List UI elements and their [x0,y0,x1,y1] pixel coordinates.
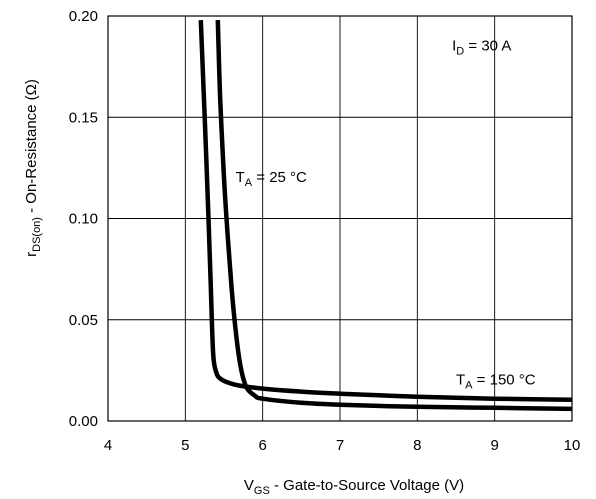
series-line-2 [215,20,573,412]
y-tick-label: 0.00 [69,413,98,430]
annotation-1: ID = 30 A [452,37,511,57]
plot-frame [107,15,573,422]
x-axis-label: VGS - Gate-to-Source Voltage (V) [244,477,464,497]
x-tick-labels: 4 5 6 7 8 9 10 [104,437,581,454]
x-tick-label: 9 [490,437,498,454]
series-layer [198,20,573,412]
x-tick-label: 4 [104,437,112,454]
x-tick-label: 10 [564,437,581,454]
x-tick-label: 8 [413,437,421,454]
annotation-3: TA = 150 °C [456,372,536,392]
x-tick-label: 6 [258,437,266,454]
x-tick-label: 7 [336,437,344,454]
y-tick-label: 0.20 [69,8,98,25]
y-tick-label: 0.05 [69,312,98,329]
y-tick-label: 0.10 [69,211,98,228]
y-tick-labels: 0.00 0.05 0.10 0.15 0.20 [69,8,98,430]
y-tick-label: 0.15 [69,109,98,126]
y-axis-label: rDS(on) - On-Resistance (Ω) [23,79,43,257]
grid-lines [108,16,572,421]
annotation-2: TA = 25 °C [236,169,307,189]
x-tick-label: 5 [181,437,189,454]
series-line-1 [198,20,573,402]
annotations: ID = 30 A TA = 25 °C TA = 150 °C [236,37,536,391]
